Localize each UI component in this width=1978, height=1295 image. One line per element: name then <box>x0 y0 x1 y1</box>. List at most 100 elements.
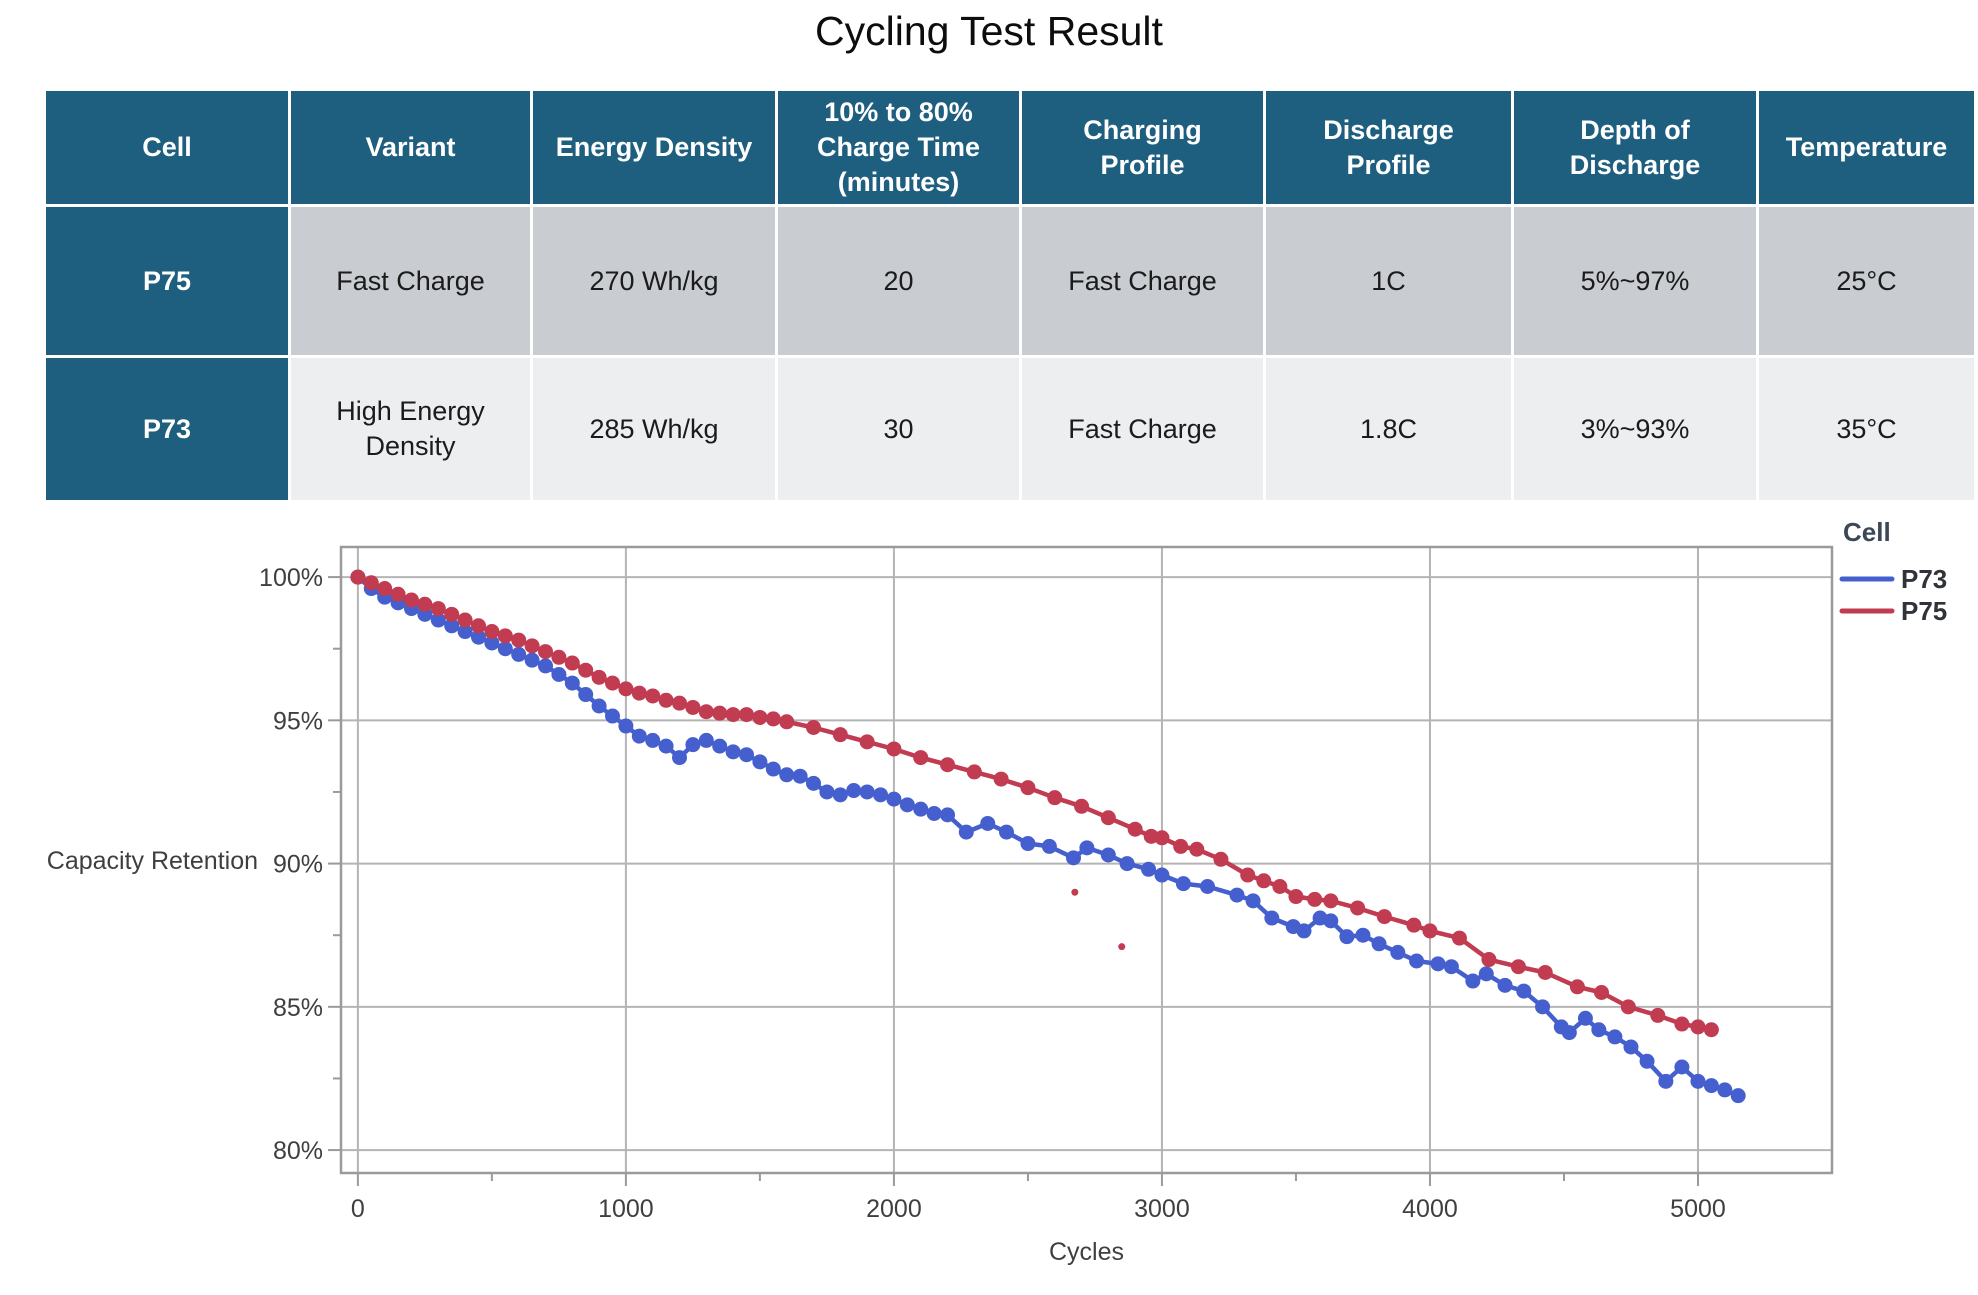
series-marker-p75 <box>1307 891 1323 907</box>
series-marker-p75 <box>1323 893 1339 909</box>
series-marker-p75 <box>698 704 714 720</box>
col-header-energy-density: Energy Density <box>533 91 775 205</box>
series-marker-p73 <box>1535 999 1551 1015</box>
series-marker-p75 <box>578 662 594 678</box>
series-marker-p73 <box>1264 910 1280 926</box>
series-marker-p75 <box>470 618 486 634</box>
series-marker-p75 <box>1537 964 1553 980</box>
series-marker-p73 <box>873 787 889 803</box>
series-marker-p75 <box>511 632 527 648</box>
series-marker-p73 <box>1154 867 1170 883</box>
cycling-test-table: Cell Variant Energy Density 10% to 80% C… <box>43 88 1977 503</box>
y-tick-label: 85% <box>273 994 323 1022</box>
series-marker-p73 <box>1703 1078 1719 1094</box>
col-header-charge-time: 10% to 80% Charge Time (minutes) <box>778 91 1019 205</box>
series-marker-p75 <box>591 669 607 685</box>
series-marker-p73 <box>618 718 634 734</box>
y-tick-label: 90% <box>273 851 323 879</box>
x-tick-label: 5000 <box>1670 1195 1726 1223</box>
page-title: Cycling Test Result <box>815 8 1163 54</box>
series-marker-p73 <box>470 629 486 645</box>
series-marker-p75 <box>363 575 379 591</box>
series-marker-p75 <box>403 592 419 608</box>
series-marker-p73 <box>832 787 848 803</box>
series-marker-p75 <box>618 681 634 697</box>
series-marker-p73 <box>524 652 540 668</box>
series-marker-p75 <box>377 581 393 597</box>
series-marker-p73 <box>1478 966 1494 982</box>
series-marker-p75 <box>1703 1022 1719 1038</box>
series-marker-p73 <box>819 784 835 800</box>
series-marker-p73 <box>1443 959 1459 975</box>
p73-discharge-profile: 1.8C <box>1266 358 1511 501</box>
series-marker-p73 <box>958 824 974 840</box>
series-marker-p75 <box>1620 999 1636 1015</box>
p73-variant: High Energy Density <box>291 358 530 501</box>
outlier-dot <box>1118 943 1126 951</box>
series-marker-p73 <box>1323 913 1339 929</box>
series-marker-p73 <box>913 801 929 817</box>
series-marker-p75 <box>1189 841 1205 857</box>
p73-charge-time: 30 <box>778 358 1019 501</box>
series-marker-p75 <box>645 688 661 704</box>
series-marker-p73 <box>1041 838 1057 854</box>
series-marker-p75 <box>551 649 567 665</box>
series-marker-p73 <box>457 624 473 640</box>
series-marker-p73 <box>998 824 1014 840</box>
series-marker-p75 <box>712 705 728 721</box>
series-marker-p75 <box>1272 879 1288 895</box>
series-marker-p73 <box>658 738 674 754</box>
p75-charging-profile: Fast Charge <box>1022 207 1263 356</box>
series-marker-p75 <box>605 675 621 691</box>
p73-temperature: 35°C <box>1759 358 1974 501</box>
series-marker-p75 <box>913 750 929 766</box>
series-marker-p75 <box>564 655 580 671</box>
series-marker-p75 <box>484 624 500 640</box>
series-marker-p75 <box>832 727 848 743</box>
series-marker-p75 <box>1481 952 1497 968</box>
series-marker-p73 <box>712 738 728 754</box>
x-axis-title: Cycles <box>1049 1238 1124 1266</box>
x-tick-label: 2000 <box>866 1195 922 1223</box>
series-marker-p73 <box>1465 973 1481 989</box>
series-marker-p75 <box>685 699 701 715</box>
series-marker-p73 <box>1229 887 1245 903</box>
series-marker-p73 <box>1674 1059 1690 1075</box>
table-row-p73: P73 High Energy Density 285 Wh/kg 30 Fas… <box>46 358 1974 501</box>
series-marker-p73 <box>899 797 915 813</box>
series-marker-p75 <box>524 638 540 654</box>
series-marker-p75 <box>752 709 768 725</box>
x-tick-label: 0 <box>351 1195 365 1223</box>
series-marker-p75 <box>1422 923 1438 939</box>
series-marker-p75 <box>1100 810 1116 826</box>
series-marker-p75 <box>1288 889 1304 905</box>
series-marker-p75 <box>725 707 741 723</box>
series-marker-p73 <box>1119 856 1135 872</box>
series-marker-p75 <box>1047 790 1063 806</box>
series-marker-p75 <box>658 692 674 708</box>
p75-energy-density: 270 Wh/kg <box>533 207 775 356</box>
series-marker-p73 <box>739 747 755 763</box>
series-marker-p73 <box>859 784 875 800</box>
series-marker-p73 <box>1245 893 1261 909</box>
y-tick-label: 95% <box>273 707 323 735</box>
col-header-variant: Variant <box>291 91 530 205</box>
series-marker-p73 <box>672 750 688 766</box>
col-header-temperature: Temperature <box>1759 91 1974 205</box>
series-marker-p73 <box>537 658 553 674</box>
series-marker-p75 <box>444 606 460 622</box>
series-marker-p75 <box>1406 917 1422 933</box>
series-marker-p75 <box>886 741 902 757</box>
col-header-discharge-profile: Discharge Profile <box>1266 91 1511 205</box>
series-marker-p75 <box>1674 1016 1690 1032</box>
series-marker-p73 <box>1079 840 1095 856</box>
x-tick-label: 3000 <box>1134 1195 1190 1223</box>
series-marker-p73 <box>779 767 795 783</box>
series-marker-p75 <box>350 569 366 585</box>
series-marker-p73 <box>926 805 942 821</box>
series-marker-p75 <box>1154 830 1170 846</box>
series-marker-p73 <box>1730 1088 1746 1104</box>
series-marker-p75 <box>806 719 822 735</box>
series-marker-p73 <box>1141 861 1157 877</box>
series-marker-p73 <box>1717 1082 1733 1098</box>
